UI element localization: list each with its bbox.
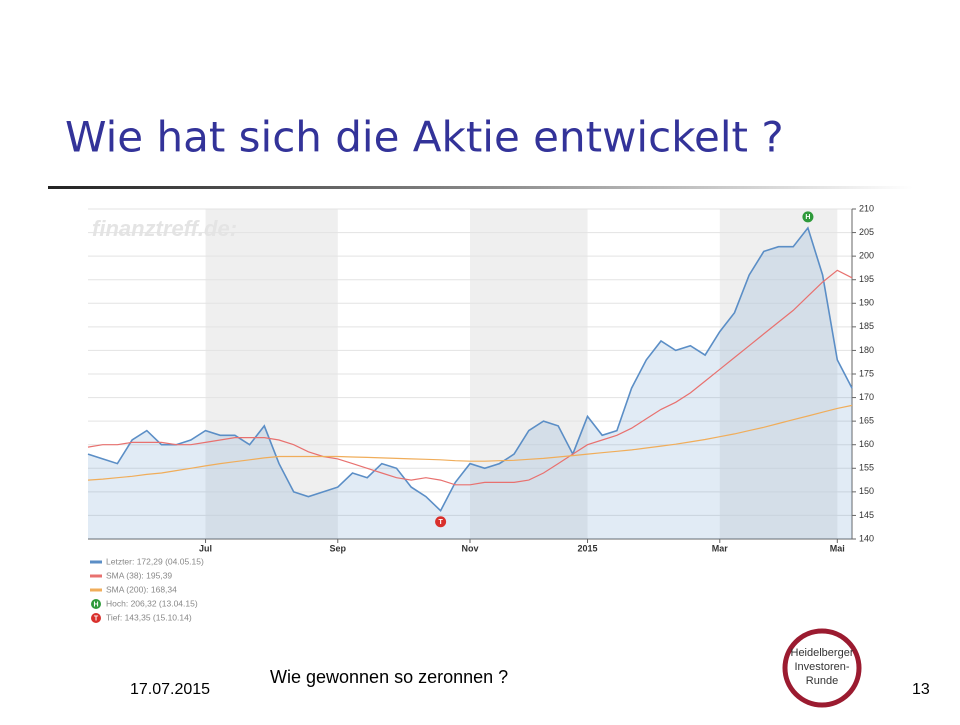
y-tick-label: 160 bbox=[859, 439, 874, 449]
y-tick-label: 145 bbox=[859, 510, 874, 520]
y-tick-label: 210 bbox=[859, 203, 874, 213]
legend-label: Hoch: 206,32 (13.04.15) bbox=[106, 598, 198, 608]
y-tick-label: 185 bbox=[859, 321, 874, 331]
logo bbox=[782, 628, 862, 708]
title-rule bbox=[48, 186, 913, 189]
chart: finanztreff.de: 140 145 150 155 160 165 170 175 1… bbox=[87, 203, 874, 623]
y-tick-label: 205 bbox=[859, 227, 874, 237]
x-tick-label: Nov bbox=[461, 543, 478, 553]
y-tick-label: 140 bbox=[859, 533, 874, 543]
extreme-marker bbox=[435, 516, 447, 528]
y-tick-label: 190 bbox=[859, 298, 874, 308]
series-line bbox=[87, 404, 853, 481]
legend-icon bbox=[91, 599, 101, 609]
logo-text: Heidelberger bbox=[791, 647, 854, 659]
legend-icon-label: H bbox=[93, 601, 98, 608]
x-tick-label: Sep bbox=[330, 543, 347, 553]
x-tick-label: Mai bbox=[830, 543, 845, 553]
x-tick-label: Mar bbox=[712, 543, 729, 553]
y-tick-label: 155 bbox=[859, 463, 874, 473]
legend-label: Tief: 143,35 (15.10.14) bbox=[106, 612, 192, 622]
legend-label: Letzter: 172,29 (04.05.15) bbox=[106, 556, 204, 566]
y-tick-label: 200 bbox=[859, 251, 874, 261]
logo-text: Investoren- bbox=[794, 661, 849, 673]
legend-label: SMA (200): 168,34 bbox=[106, 584, 177, 594]
watermark: finanztreff.de: bbox=[92, 216, 237, 241]
page-number: 13 bbox=[912, 681, 930, 698]
extreme-label: H bbox=[805, 214, 810, 221]
logo-text: Runde bbox=[806, 675, 838, 687]
x-tick-label: 2015 bbox=[578, 543, 598, 553]
y-tick-label: 180 bbox=[859, 345, 874, 355]
y-tick-label: 165 bbox=[859, 416, 874, 426]
legend-icon bbox=[91, 613, 101, 623]
series-line bbox=[87, 269, 853, 486]
legend-label: SMA (38): 195,39 bbox=[106, 570, 172, 580]
y-tick-label: 195 bbox=[859, 274, 874, 284]
area bbox=[88, 227, 852, 539]
date: 17.07.2015 bbox=[130, 681, 210, 698]
caption: Wie gewonnen so zeronnen ? bbox=[270, 667, 508, 687]
extreme-marker bbox=[802, 211, 814, 223]
slide-title: Wie hat sich die Aktie entwickelt ? bbox=[65, 113, 784, 162]
extreme-label: T bbox=[438, 519, 443, 526]
y-tick-label: 150 bbox=[859, 486, 874, 496]
x-tick-label: Jul bbox=[199, 543, 212, 553]
series-line bbox=[87, 226, 853, 513]
y-tick-label: 175 bbox=[859, 368, 874, 378]
legend-icon-label: T bbox=[94, 615, 99, 622]
y-tick-label: 170 bbox=[859, 392, 874, 402]
